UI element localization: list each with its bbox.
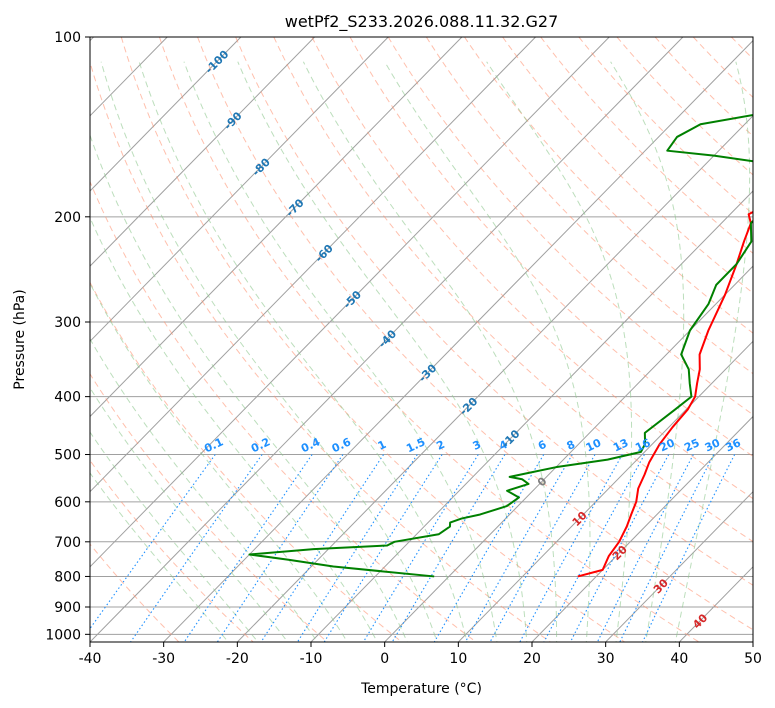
- moist-adiabat-line: [90, 133, 408, 642]
- y-tick-label: 800: [54, 569, 81, 585]
- temperature-trace: [577, 210, 753, 578]
- mixing-ratio-label: 13: [611, 436, 630, 454]
- mixing-ratio-line: [297, 454, 418, 642]
- dry-adiabat-line: [158, 37, 700, 642]
- mixing-ratio-line: [391, 454, 506, 642]
- y-tick-label: 400: [54, 390, 81, 406]
- x-tick-label: -20: [226, 651, 249, 667]
- mixing-ratio-line: [216, 454, 344, 642]
- moist-adiabat-line: [237, 61, 528, 642]
- x-tick-label: 40: [670, 651, 688, 667]
- isotherm-line: [384, 265, 753, 642]
- mixing-ratio-label: 20: [658, 436, 678, 454]
- axes: -40 -30 -20 -10 0 10 20 30 40 50 100 200 300 400 500 60…: [45, 30, 762, 667]
- dry-adiabat-line: [425, 37, 753, 375]
- isotherm-line: [531, 415, 753, 642]
- moist-adiabat-line: [90, 338, 319, 642]
- mixing-ratio-line: [619, 454, 715, 642]
- moist-adiabat-line: [610, 61, 685, 642]
- x-tick-label: 0: [380, 651, 389, 667]
- plot-frame: [89, 36, 754, 643]
- isotherm-line: [457, 340, 753, 642]
- mixing-ratio-line: [543, 454, 645, 642]
- moist-adiabat-line: [486, 61, 633, 642]
- mixing-ratio-line: [362, 454, 479, 642]
- y-tick-label: 900: [54, 600, 81, 616]
- mixing-ratio-label: 36: [723, 436, 743, 454]
- mixing-ratio-line: [323, 454, 443, 642]
- moist-adiabat-line: [183, 61, 498, 642]
- isotherm-line: [90, 37, 463, 418]
- y-tick-label: 1000: [45, 627, 81, 643]
- isotherm-line: [310, 190, 753, 642]
- dry-adiabat-line: [387, 37, 753, 416]
- x-tick-label: -40: [79, 651, 102, 667]
- isotherm-line: [90, 37, 389, 343]
- dry-adiabat-line: [90, 373, 328, 642]
- dry-adiabat-line: [235, 37, 753, 586]
- dry-adiabat-line: [349, 37, 753, 457]
- x-tick-label: -10: [300, 651, 323, 667]
- y-tick-label: 200: [54, 210, 81, 226]
- x-tick-label: -30: [152, 651, 175, 667]
- moist-adiabat-line: [100, 61, 438, 642]
- y-tick-label: 300: [54, 315, 81, 331]
- mixing-ratio-label: 10: [584, 436, 604, 454]
- x-axis-title: Temperature (°C): [360, 681, 482, 697]
- mixing-ratio-line: [183, 454, 313, 642]
- isotherm-line: [90, 37, 315, 267]
- mixing-ratio-label: 25: [682, 436, 701, 454]
- y-tick-label: 700: [54, 535, 81, 551]
- x-tick-label: 30: [597, 651, 615, 667]
- moist-adiabat-line: [302, 61, 558, 642]
- dry-adiabat-line: [120, 37, 625, 642]
- dry-adiabat-line: [90, 180, 477, 642]
- dewpoint-trace: [248, 114, 753, 578]
- mixing-ratio-line: [642, 454, 736, 642]
- moist-adiabat-line: [674, 61, 751, 642]
- dry-adiabat-line: [578, 37, 753, 215]
- sounding-traces: [248, 114, 753, 578]
- moist-adiabat-line: [90, 472, 229, 642]
- x-tick-label: 20: [523, 651, 541, 667]
- moist-adiabat-line: [138, 61, 468, 642]
- y-tick-label: 600: [54, 495, 81, 511]
- mixing-ratio-line: [464, 454, 573, 642]
- moist-adiabat-line: [384, 61, 591, 642]
- mixing-ratio-line: [90, 454, 216, 630]
- isotherm-line: [90, 37, 242, 192]
- isotherm-line: [605, 490, 753, 642]
- chart-title: wetPf2_S233.2026.088.11.32.G27: [285, 12, 559, 32]
- y-tick-label: 500: [54, 448, 81, 464]
- isotherm-line: [163, 39, 753, 642]
- isotherm-line: [90, 37, 536, 493]
- isotherm-line: [90, 37, 684, 642]
- isotherm-line: [236, 115, 753, 642]
- x-tick-label: 50: [744, 651, 762, 667]
- isotherm-line: [90, 37, 610, 568]
- y-tick-label: 100: [54, 30, 81, 46]
- moist-adiabat-line: [90, 282, 348, 642]
- mixing-ratio-label: 30: [703, 436, 723, 454]
- dry-adiabat-line: [90, 459, 254, 642]
- moist-adiabat-line: [90, 386, 289, 642]
- mixing-ratio-label: 16: [633, 436, 653, 454]
- dry-adiabat-line: [540, 37, 753, 254]
- moist-adiabat-line: [90, 431, 259, 642]
- mixing-ratio-line: [489, 454, 596, 642]
- dry-adiabat-line: [197, 37, 753, 631]
- mixing-ratio-line: [569, 454, 670, 642]
- dry-adiabat-line: [273, 37, 753, 543]
- x-tick-label: 10: [449, 651, 467, 667]
- y-axis-title: Pressure (hPa): [12, 289, 28, 389]
